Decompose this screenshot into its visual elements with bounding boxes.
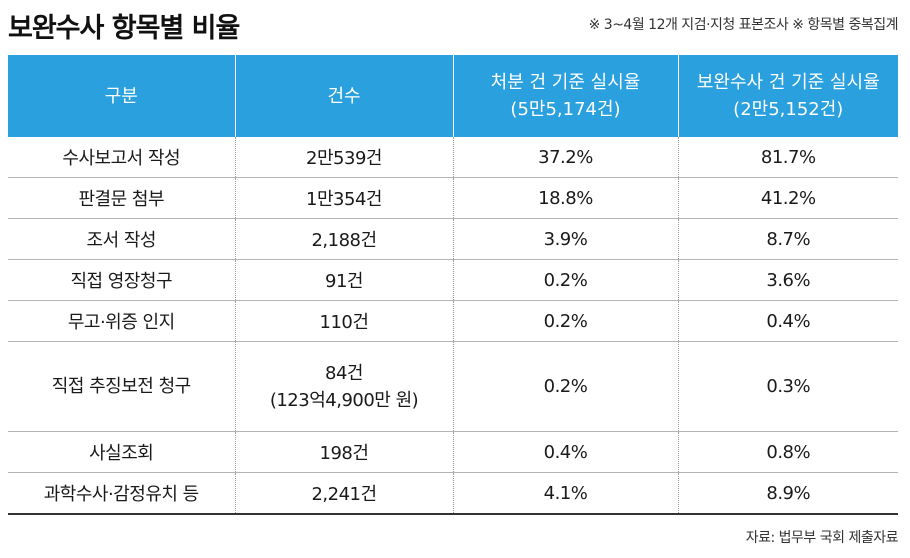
count-value: 198건 xyxy=(319,443,369,464)
header-count-label: 건수 xyxy=(327,85,361,107)
count-value: 2,241건 xyxy=(311,484,377,505)
header-category: 구분 xyxy=(8,55,235,137)
supplementary-rate-value: 81.7% xyxy=(760,146,816,168)
source-note: 자료: 법무부 국회 제출자료 xyxy=(745,530,899,546)
chart-title: 보완수사 항목별 비율 xyxy=(8,13,240,44)
supplementary-rate-value: 8.9% xyxy=(766,482,811,504)
supplementary-rate-cell: 0.3% xyxy=(677,341,898,432)
count-cell: 1만354건 xyxy=(234,177,453,219)
disposal-rate-value: 0.2% xyxy=(543,376,588,397)
disposal-rate-cell: 37.2% xyxy=(452,137,678,178)
supplementary-rate-value: 0.3% xyxy=(766,376,811,397)
disposal-rate-cell: 0.4% xyxy=(452,431,678,473)
disposal-rate-cell: 0.2% xyxy=(452,300,678,342)
count-value: 91건 xyxy=(325,271,363,292)
ratio-table: 구분 건수 처분 건 기준 실시율 (5만5,174건) 보완수사 건 기준 실… xyxy=(8,55,898,515)
table-row: 수사보고서 작성 2만539건 37.2% 81.7% xyxy=(8,137,898,178)
item-value: 무고·위증 인지 xyxy=(67,312,175,333)
disposal-rate-cell: 3.9% xyxy=(452,218,678,260)
supplementary-rate-value: 0.8% xyxy=(766,441,811,463)
disposal-rate-cell: 18.8% xyxy=(452,177,678,219)
item-cell: 사실조회 xyxy=(8,431,235,473)
item-cell: 무고·위증 인지 xyxy=(8,300,235,342)
count-cell: 84건 (123억4,900만 원) xyxy=(234,341,453,432)
count-cell: 2,241건 xyxy=(234,472,453,514)
disposal-rate-cell: 0.2% xyxy=(452,341,678,432)
item-cell: 조서 작성 xyxy=(8,218,235,260)
survey-note: ※ 3~4월 12개 지검·지청 표본조사 ※ 항목별 중복집계 xyxy=(588,17,899,33)
header-supplementary-rate: 보완수사 건 기준 실시율 (2만5,152건) xyxy=(677,55,898,137)
supplementary-rate-value: 41.2% xyxy=(760,187,816,209)
count-value: 2,188건 xyxy=(311,230,377,251)
table-row: 판결문 첨부 1만354건 18.8% 41.2% xyxy=(8,177,898,219)
disposal-rate-value: 3.9% xyxy=(543,228,588,250)
item-value: 직접 추징보전 청구 xyxy=(51,376,191,397)
table-row: 직접 영장청구 91건 0.2% 3.6% xyxy=(8,259,898,301)
item-value: 판결문 첨부 xyxy=(78,189,165,210)
disposal-rate-value: 4.1% xyxy=(543,482,588,504)
table-row: 직접 추징보전 청구 84건 (123억4,900만 원) 0.2% 0.3% xyxy=(8,341,898,432)
supplementary-rate-value: 3.6% xyxy=(766,269,811,291)
item-cell: 직접 영장청구 xyxy=(8,259,235,301)
supplementary-rate-cell: 3.6% xyxy=(677,259,898,301)
supplementary-rate-cell: 8.9% xyxy=(677,472,898,514)
header-disposal-rate-sub: (5만5,174건) xyxy=(510,99,621,120)
item-cell: 판결문 첨부 xyxy=(8,177,235,219)
count-value: 110건 xyxy=(319,312,369,333)
disposal-rate-value: 18.8% xyxy=(538,187,593,209)
header-count: 건수 xyxy=(234,55,453,137)
table-row: 조서 작성 2,188건 3.9% 8.7% xyxy=(8,218,898,260)
header-disposal-rate: 처분 건 기준 실시율 (5만5,174건) xyxy=(452,55,678,137)
disposal-rate-cell: 0.2% xyxy=(452,259,678,301)
header-supplementary-rate-sub: (2만5,152건) xyxy=(733,99,844,120)
supplementary-rate-value: 0.4% xyxy=(766,310,811,332)
header-supplementary-rate-label: 보완수사 건 기준 실시율 xyxy=(696,72,880,93)
table-body: 수사보고서 작성 2만539건 37.2% 81.7% 판결문 첨부 1만354건 18.8… xyxy=(8,137,898,514)
disposal-rate-value: 37.2% xyxy=(538,146,593,168)
item-value: 사실조회 xyxy=(89,443,154,464)
header-row: 구분 건수 처분 건 기준 실시율 (5만5,174건) 보완수사 건 기준 실… xyxy=(8,55,898,137)
disposal-rate-value: 0.2% xyxy=(543,269,588,291)
supplementary-rate-cell: 0.8% xyxy=(677,431,898,473)
item-value: 수사보고서 작성 xyxy=(62,148,181,169)
item-value: 직접 영장청구 xyxy=(70,271,173,292)
count-value: 84건 xyxy=(325,362,363,384)
supplementary-rate-cell: 0.4% xyxy=(677,300,898,342)
count-cell: 110건 xyxy=(234,300,453,342)
item-value: 조서 작성 xyxy=(86,230,157,251)
header-disposal-rate-label: 처분 건 기준 실시율 xyxy=(490,72,641,93)
table-row: 과학수사·감정유치 등 2,241건 4.1% 8.9% xyxy=(8,472,898,514)
table-row: 사실조회 198건 0.4% 0.8% xyxy=(8,431,898,473)
item-cell: 과학수사·감정유치 등 xyxy=(8,472,235,514)
supplementary-rate-cell: 81.7% xyxy=(677,137,898,178)
count-cell: 198건 xyxy=(234,431,453,473)
count-cell: 2만539건 xyxy=(234,137,453,178)
disposal-rate-value: 0.2% xyxy=(543,310,588,332)
count-value: 2만539건 xyxy=(306,148,382,169)
count-cell: 2,188건 xyxy=(234,218,453,260)
count-sub-value: (123억4,900만 원) xyxy=(269,389,419,411)
item-value: 과학수사·감정유치 등 xyxy=(43,484,199,505)
supplementary-rate-cell: 41.2% xyxy=(677,177,898,219)
supplementary-rate-value: 8.7% xyxy=(766,228,811,250)
item-cell: 직접 추징보전 청구 xyxy=(8,341,235,432)
item-cell: 수사보고서 작성 xyxy=(8,137,235,178)
supplementary-rate-cell: 8.7% xyxy=(677,218,898,260)
table-row: 무고·위증 인지 110건 0.2% 0.4% xyxy=(8,300,898,342)
disposal-rate-value: 0.4% xyxy=(543,441,588,463)
count-value: 1만354건 xyxy=(306,189,382,210)
header-category-label: 구분 xyxy=(104,85,138,107)
disposal-rate-cell: 4.1% xyxy=(452,472,678,514)
count-cell: 91건 xyxy=(234,259,453,301)
